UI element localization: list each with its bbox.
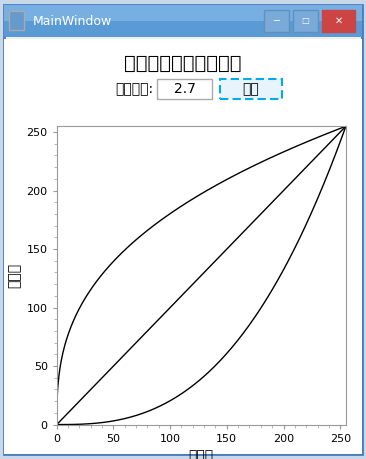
Text: ─: ─	[273, 16, 279, 26]
FancyBboxPatch shape	[4, 5, 362, 37]
Text: ガンマ補正値のグラフ: ガンマ補正値のグラフ	[124, 54, 242, 73]
Text: ✕: ✕	[335, 16, 343, 26]
FancyBboxPatch shape	[4, 39, 362, 454]
Text: MainWindow: MainWindow	[33, 15, 112, 28]
Text: 2.7: 2.7	[174, 82, 196, 96]
FancyBboxPatch shape	[9, 11, 24, 30]
FancyBboxPatch shape	[4, 5, 362, 21]
Text: □: □	[302, 16, 310, 25]
FancyBboxPatch shape	[4, 5, 362, 454]
FancyBboxPatch shape	[220, 79, 282, 99]
FancyBboxPatch shape	[264, 10, 289, 32]
FancyBboxPatch shape	[157, 79, 212, 99]
Text: 表示: 表示	[242, 82, 259, 96]
Y-axis label: 出力値: 出力値	[7, 263, 21, 288]
Text: ガンマ値:: ガンマ値:	[116, 83, 154, 96]
X-axis label: 入力値: 入力値	[189, 449, 214, 459]
FancyBboxPatch shape	[322, 10, 355, 32]
FancyBboxPatch shape	[293, 10, 318, 32]
